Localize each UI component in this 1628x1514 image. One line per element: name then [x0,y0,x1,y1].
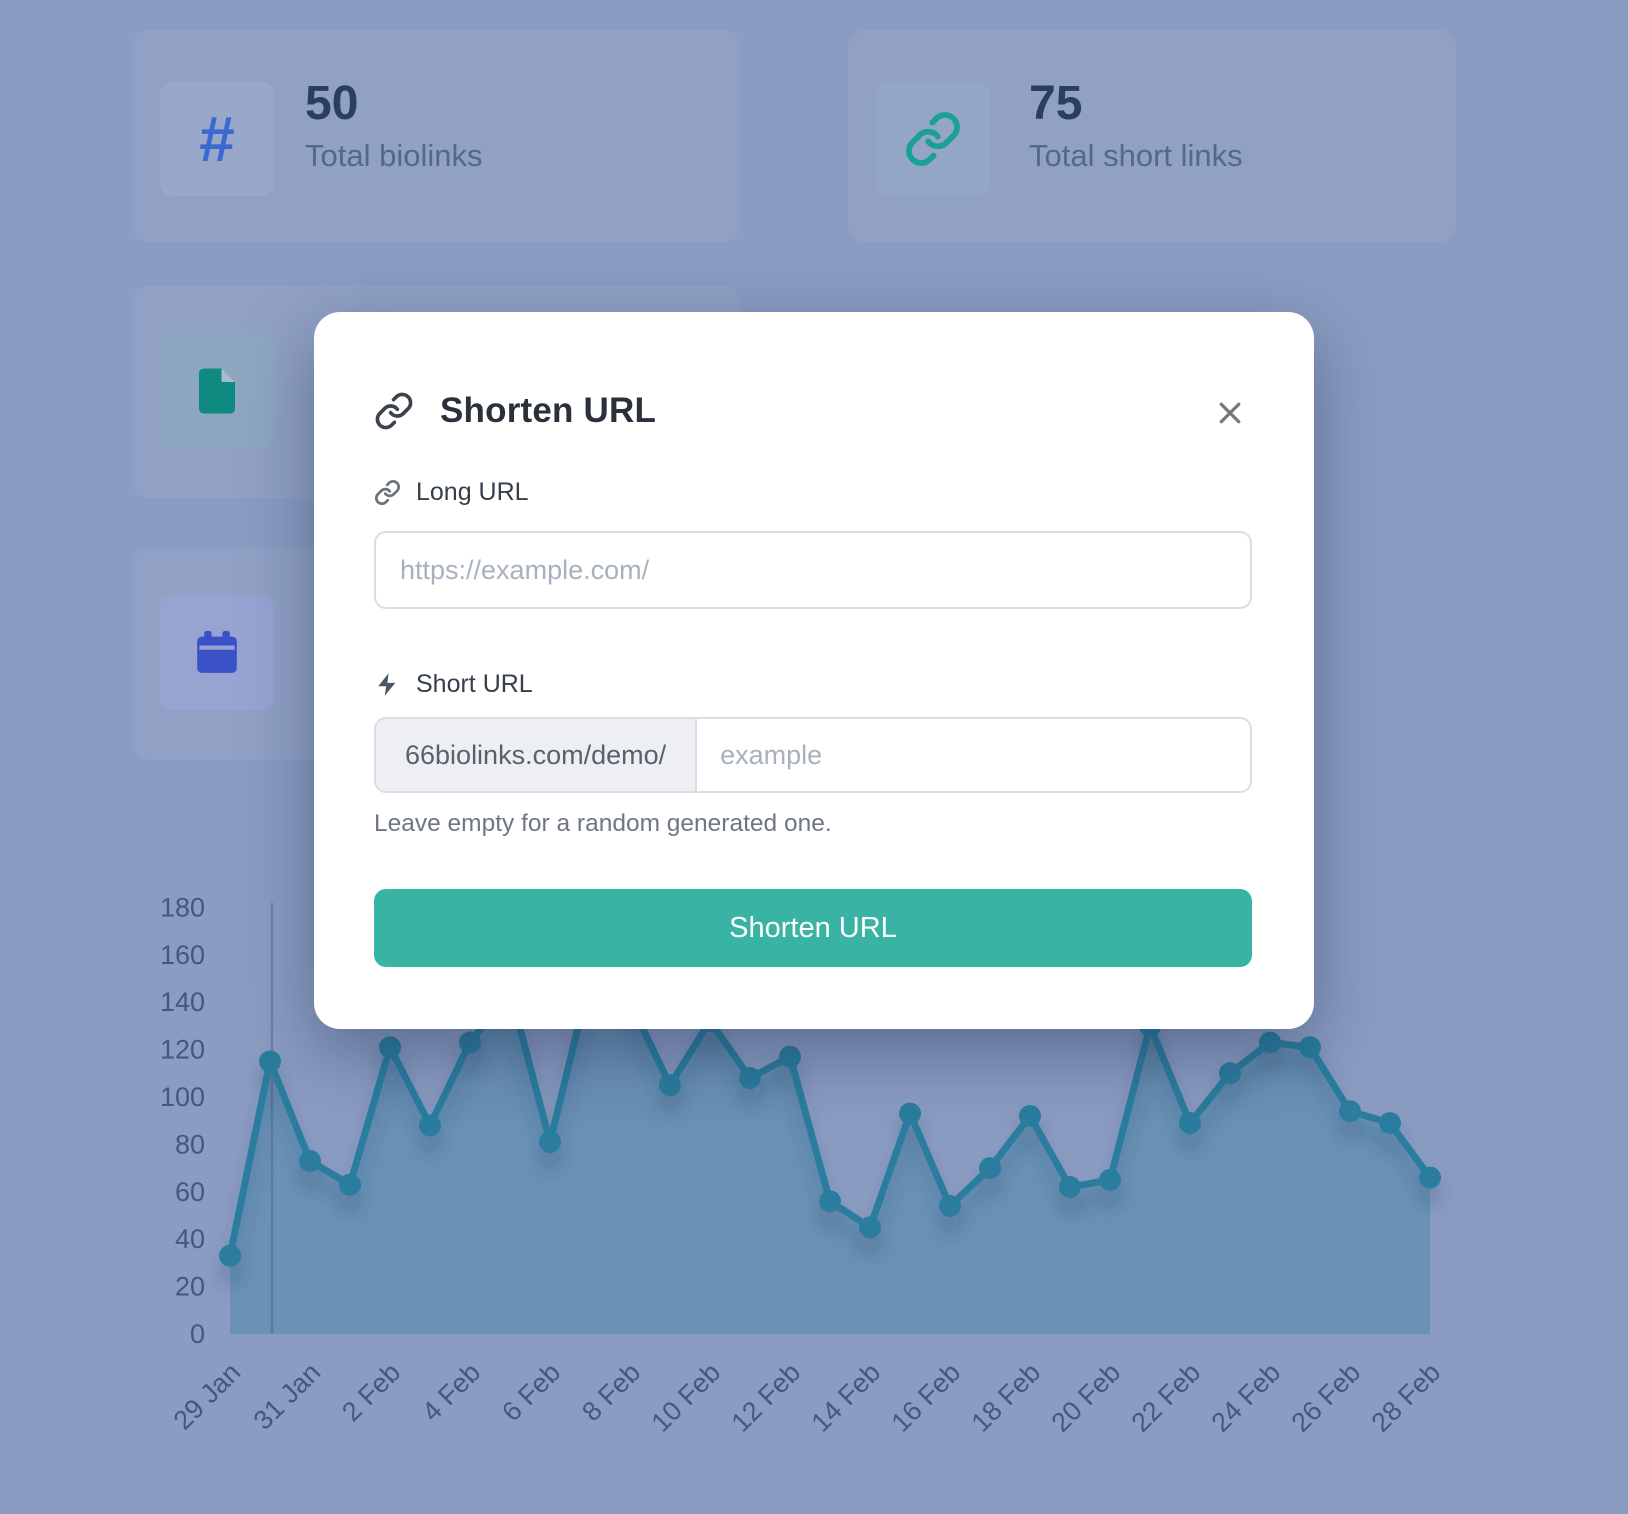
chart-data-point [1299,1036,1321,1059]
y-axis-tick-label: 100 [160,1082,205,1112]
chart-data-point [1099,1168,1121,1191]
short-links-label: Total short links [1029,138,1243,173]
y-axis-tick-label: 60 [175,1177,205,1207]
chart-data-point [1179,1112,1201,1135]
y-axis-tick-label: 120 [160,1035,205,1065]
x-axis-tick-label: 16 Feb [886,1357,967,1438]
y-axis-tick-label: 180 [160,892,205,922]
file-icon [160,334,274,448]
y-axis-tick-label: 40 [175,1224,205,1254]
short-url-label: Short URL [374,670,533,699]
chain-icon [375,392,413,430]
chart-line-series [219,967,1441,1267]
lightning-icon [378,673,396,696]
x-axis-tick-label: 20 Feb [1046,1357,1127,1438]
chart-data-point [1419,1166,1441,1189]
chart-data-point [1019,1104,1041,1127]
close-button[interactable] [1215,396,1249,430]
chart-data-point [939,1195,961,1218]
biolinks-label: Total biolinks [305,138,483,173]
y-axis-tick-label: 160 [160,940,205,970]
short-url-input-group: 66biolinks.com/demo/ [374,717,1252,793]
long-url-input[interactable] [374,531,1252,609]
chart-data-point [1219,1062,1241,1085]
chart-data-point [1379,1112,1401,1135]
shorten-url-modal: Shorten URL Long URL Short URL 66biolink… [314,312,1314,1029]
chart-data-point [539,1131,561,1154]
modal-header: Shorten URL [374,388,1254,434]
x-axis-tick-label: 4 Feb [416,1357,486,1427]
short-url-helper-text: Leave empty for a random generated one. [374,810,832,837]
chart-data-point [419,1114,441,1137]
x-axis-tick-label: 31 Jan [248,1357,327,1436]
chart-data-point [979,1157,1001,1180]
chart-data-point [259,1050,281,1073]
short-links-count: 75 [1029,77,1083,130]
y-axis-tick-label: 0 [190,1319,205,1349]
x-axis-tick-label: 2 Feb [336,1357,406,1427]
chart-area-fill [230,978,1430,1334]
chart-data-point [1259,1031,1281,1054]
x-axis-tick-label: 12 Feb [726,1357,807,1438]
chart-data-point [779,1045,801,1068]
calendar-icon [160,596,274,710]
chain-icon [876,82,990,196]
y-axis-tick-label: 80 [175,1129,205,1159]
chart-data-point [739,1067,761,1090]
short-url-label-text: Short URL [416,670,533,698]
shorten-url-submit-button[interactable]: Shorten URL [374,889,1252,967]
x-axis-tick-label: 14 Feb [806,1357,887,1438]
chart-data-point [1059,1176,1081,1199]
chart-data-point [379,1036,401,1059]
x-axis-tick-label: 6 Feb [496,1357,566,1427]
chart-data-point [219,1244,241,1267]
x-axis-tick-label: 18 Feb [966,1357,1047,1438]
hashtag-icon: # [160,82,274,196]
y-axis-tick-label: 140 [160,987,205,1017]
close-icon [1219,402,1241,424]
biolinks-count: 50 [305,77,359,130]
chart-data-point [899,1102,921,1125]
x-axis-tick-label: 24 Feb [1206,1357,1287,1438]
x-axis-tick-label: 26 Feb [1286,1357,1367,1438]
chart-data-point [299,1149,321,1172]
chart-data-point [339,1173,361,1196]
chart-data-point [1339,1100,1361,1123]
chart-data-point [819,1190,841,1213]
long-url-label-text: Long URL [416,478,529,506]
chart-data-point [859,1216,881,1239]
short-url-input[interactable] [697,719,1250,791]
chart-data-point [459,1031,481,1054]
short-url-prefix: 66biolinks.com/demo/ [376,719,698,791]
x-axis-tick-label: 28 Feb [1366,1357,1447,1438]
x-axis-tick-label: 8 Feb [576,1357,646,1427]
x-axis-tick-label: 29 Jan [168,1357,247,1436]
long-url-label: Long URL [374,478,529,507]
y-axis-tick-label: 20 [175,1272,205,1302]
modal-title: Shorten URL [440,391,657,430]
x-axis-tick-label: 22 Feb [1126,1357,1207,1438]
x-axis-tick-label: 10 Feb [646,1357,727,1438]
chart-data-point [659,1074,681,1097]
link-icon [374,479,401,506]
